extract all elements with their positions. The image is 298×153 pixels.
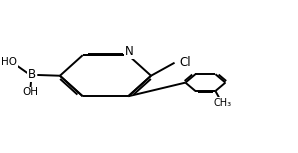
Text: N: N — [125, 45, 134, 58]
Text: B: B — [28, 69, 36, 81]
Text: CH₃: CH₃ — [214, 98, 232, 108]
Text: OH: OH — [22, 87, 38, 97]
Text: HO: HO — [1, 57, 17, 67]
Text: Cl: Cl — [180, 56, 191, 69]
